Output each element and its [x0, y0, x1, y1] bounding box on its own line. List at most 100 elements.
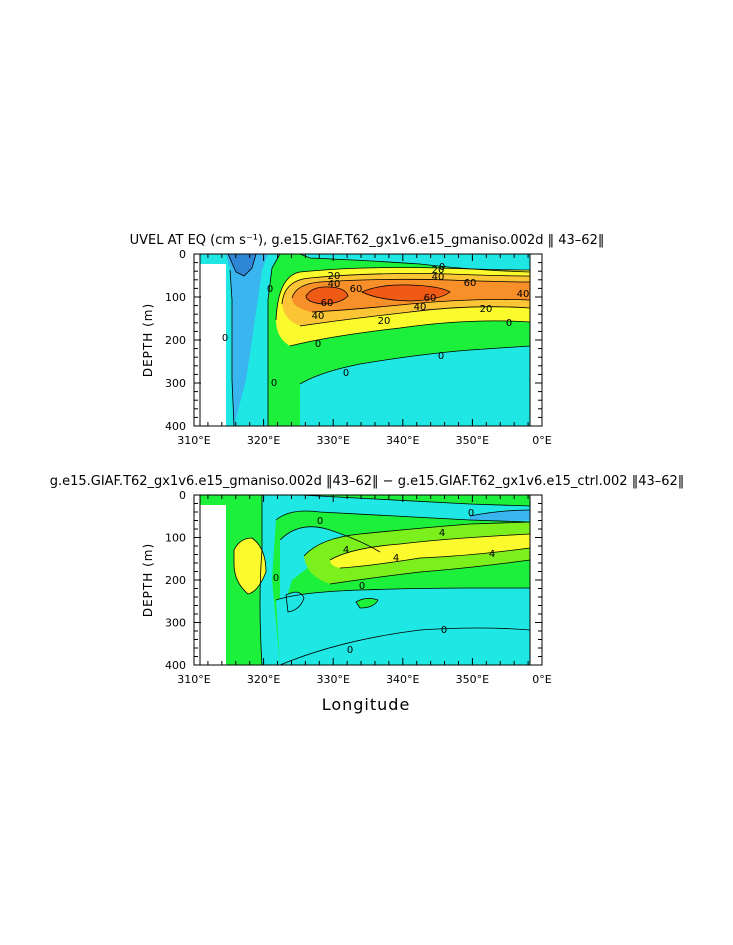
- contour-line: [229, 269, 235, 427]
- contour-line: [339, 547, 531, 569]
- field-undercurrent-80-west: [306, 286, 348, 304]
- y-axis-label-2: DEPTH (m): [141, 543, 155, 617]
- x-tick-label: 330°E: [316, 673, 349, 686]
- contour-label: 20: [378, 316, 391, 327]
- panel-2-title: g.e15.GIAF.T62_gx1v6.e15_gmaniso.002d ‖4…: [50, 474, 685, 489]
- contour-line: [299, 306, 531, 327]
- contour-line: [275, 510, 531, 523]
- contour-line: [303, 521, 531, 557]
- y-tick-label: 0: [179, 248, 186, 261]
- contour-label: 4: [489, 549, 495, 560]
- contour-line: [305, 286, 349, 305]
- y-tick-label: 400: [165, 420, 186, 433]
- contour-label: 0: [267, 284, 273, 295]
- x-tick-label: 0°E: [532, 673, 551, 686]
- contour-line: [469, 509, 531, 517]
- contour-label: 0: [222, 333, 228, 344]
- contour-label: 40: [312, 311, 325, 322]
- x-tick-label: 350°E: [456, 434, 489, 447]
- contour-line: [291, 278, 531, 299]
- field-negative-west-lower: [234, 300, 268, 426]
- field-positive-core: [330, 534, 530, 568]
- field-negative-eddy: [286, 592, 304, 612]
- panel-1-title: UVEL AT EQ (cm s⁻¹), g.e15.GIAF.T62_gx1v…: [130, 233, 605, 248]
- axes-1: 310°E 320°E 330°E 340°E 350°E 0°E010020030040…: [165, 248, 552, 447]
- contour-label: 20: [432, 265, 445, 276]
- contour-label: 0: [468, 508, 474, 519]
- contour-label: 0: [315, 339, 321, 350]
- x-tick-label: 310°E: [177, 434, 210, 447]
- x-tick-label: 330°E: [316, 434, 349, 447]
- contour-label: 4: [393, 553, 399, 564]
- axes-2: 310°E 320°E 330°E 340°E 350°E 0°E010020030040…: [165, 489, 552, 686]
- contour-label: 40: [414, 302, 427, 313]
- contour-line: [355, 598, 379, 609]
- plot-area-1: 0 0 0 0 0 0 0 20 40 60 60 40 60 40 20 40…: [193, 253, 543, 427]
- panel-uvel: UVEL AT EQ (cm s⁻¹), g.e15.GIAF.T62_gx1v…: [130, 233, 605, 447]
- missing-data-region: [200, 505, 226, 665]
- contour-line: [311, 299, 531, 313]
- contour-line: [279, 526, 381, 553]
- x-tick-label: 350°E: [456, 673, 489, 686]
- contour-label: 0: [271, 378, 277, 389]
- contour-line: [329, 559, 531, 585]
- x-tick-label: 0°E: [532, 434, 551, 447]
- contour-line: [289, 320, 531, 347]
- contour-label: 40: [517, 289, 530, 300]
- contour-line: [267, 253, 281, 426]
- contour-label: 60: [424, 293, 437, 304]
- y-axis-label-1: DEPTH (m): [141, 303, 155, 377]
- missing-data-region: [200, 264, 226, 426]
- contour-label: 60: [321, 298, 334, 309]
- contour-label: 0: [439, 262, 445, 273]
- contour-label: 0: [506, 318, 512, 329]
- y-tick-label: 100: [165, 532, 186, 545]
- x-tick-label: 340°E: [386, 434, 419, 447]
- contour-line: [299, 494, 531, 507]
- field-surface-eddy: [470, 510, 530, 521]
- contour-line: [259, 495, 263, 666]
- field-negative-west-core: [226, 254, 268, 426]
- x-tick-label: 320°E: [247, 673, 280, 686]
- field-positive-west: [234, 538, 266, 594]
- panel-difference: g.e15.GIAF.T62_gx1v6.e15_gmaniso.002d ‖4…: [50, 474, 685, 714]
- contour-line: [275, 267, 531, 321]
- contour-label: 40: [328, 279, 341, 290]
- field-negative-eddy: [356, 598, 378, 608]
- contour-label: 0: [273, 573, 279, 584]
- contour-label: 20: [328, 271, 341, 282]
- x-tick-label: 310°E: [177, 673, 210, 686]
- contour-label: 0: [359, 581, 365, 592]
- contour-label: 0: [438, 351, 444, 362]
- y-tick-label: 0: [179, 489, 186, 502]
- field-negative-deep: [276, 588, 530, 665]
- y-tick-label: 100: [165, 291, 186, 304]
- y-tick-label: 400: [165, 659, 186, 672]
- contour-label: 4: [343, 545, 349, 556]
- x-tick-label: 320°E: [247, 434, 280, 447]
- y-tick-label: 300: [165, 377, 186, 390]
- y-tick-label: 300: [165, 617, 186, 630]
- y-tick-label: 200: [165, 334, 186, 347]
- field-undercurrent-80-east: [362, 284, 450, 301]
- contour-label: 60: [464, 278, 477, 289]
- x-tick-label: 340°E: [386, 673, 419, 686]
- contour-line: [285, 591, 305, 613]
- y-tick-label: 200: [165, 574, 186, 587]
- contour-label: 60: [350, 284, 363, 295]
- contour-label: 0: [317, 516, 323, 527]
- x-axis-label: Longitude: [322, 695, 411, 714]
- contour-label: 0: [347, 645, 353, 656]
- contour-label: 20: [480, 304, 493, 315]
- contour-label: 0: [343, 368, 349, 379]
- contour-line: [233, 537, 267, 595]
- contour-label: 40: [432, 272, 445, 283]
- field-negative-deep: [300, 346, 530, 426]
- plot-area-2: 0 0 4 4 4 4 0 0 0 0: [193, 494, 543, 666]
- contour-line: [279, 627, 531, 666]
- contour-line: [275, 587, 530, 601]
- contour-line: [361, 284, 451, 302]
- contour-line: [227, 253, 257, 277]
- contour-label: 4: [439, 528, 445, 539]
